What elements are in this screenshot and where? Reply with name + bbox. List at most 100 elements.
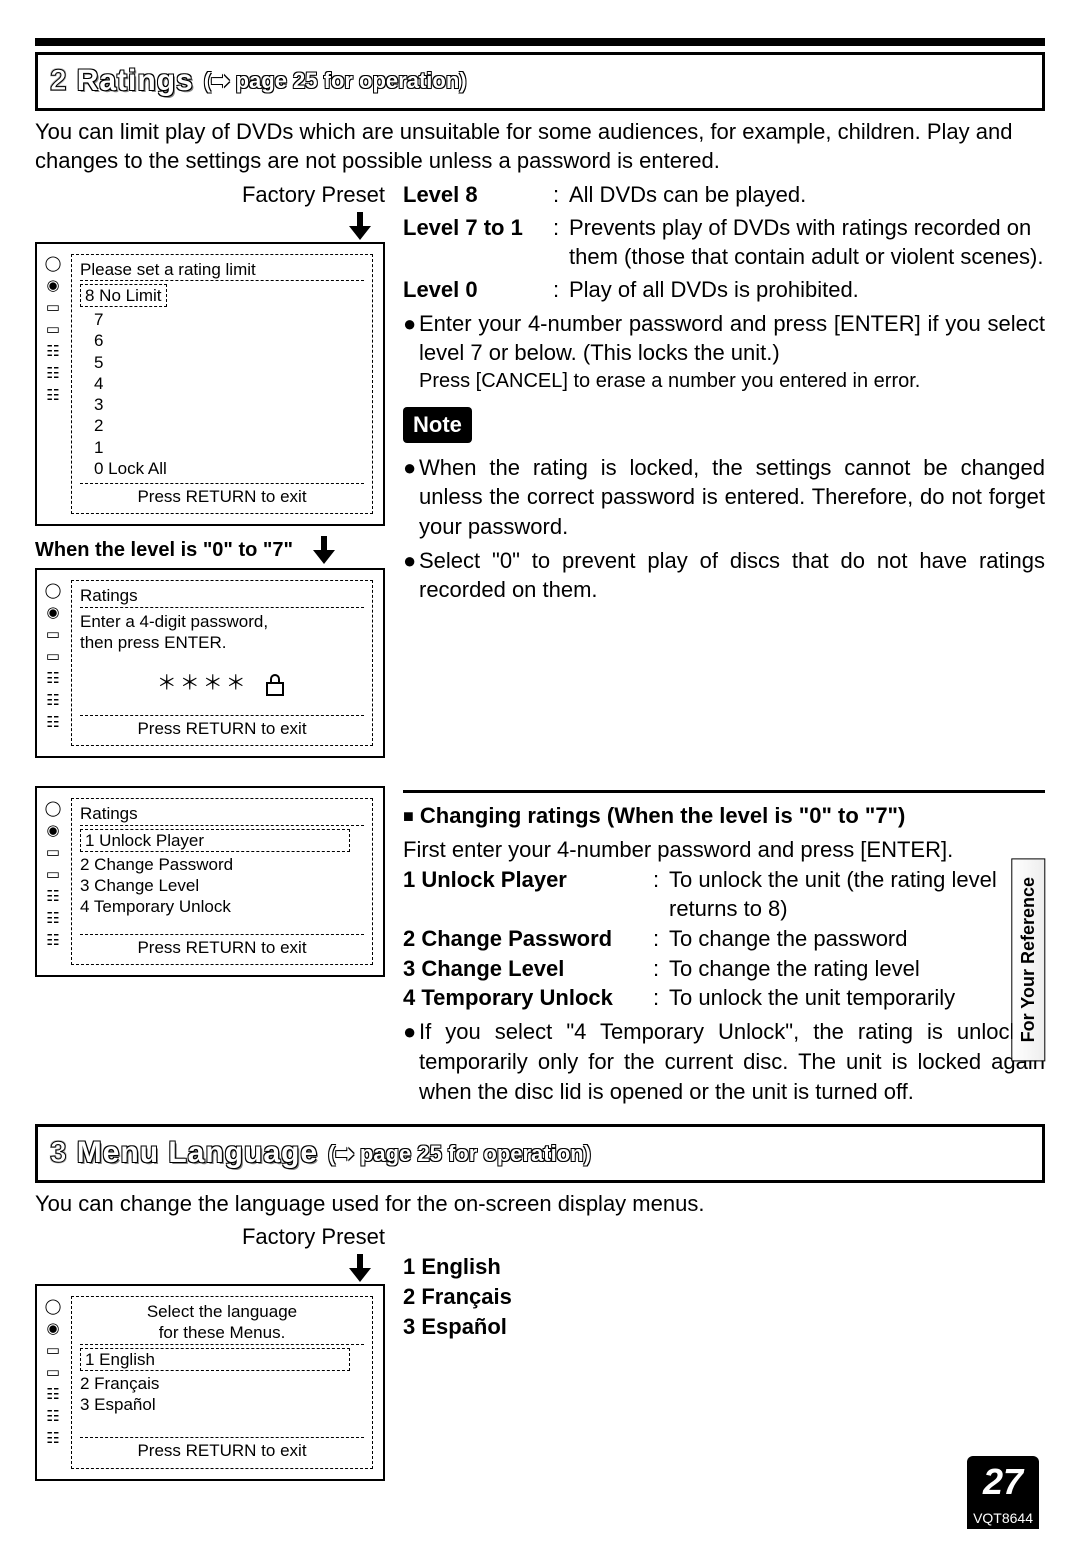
opt3-desc: To change the rating level bbox=[669, 954, 1045, 984]
screen3-selected: 1 Unlock Player bbox=[80, 829, 350, 852]
disc-icon: ◯ bbox=[41, 582, 65, 600]
square-icon: ■ bbox=[403, 806, 414, 826]
section-3-header: 3 Menu Language (➡ page 25 for operation… bbox=[35, 1124, 1045, 1183]
lang-option: 1 English bbox=[403, 1252, 1045, 1282]
lang-screen-title1: Select the language bbox=[80, 1301, 364, 1322]
tv-icon: ▭ bbox=[41, 1364, 65, 1382]
icon-stack-4: ◯ ◉ ▭ ▭ ☷ ☷ ☷ bbox=[41, 1296, 65, 1469]
section-2-header: 2 Ratings (➡ page 25 for operation) bbox=[35, 52, 1045, 111]
display2-icon: ☷ bbox=[41, 1408, 65, 1426]
screen-ratings-menu: ◯ ◉ ▭ ▭ ☷ ☷ ☷ Ratings 1 Unlock Player 2 … bbox=[35, 786, 385, 977]
section-3-intro: You can change the language used for the… bbox=[35, 1189, 1045, 1219]
tv-icon: ▭ bbox=[41, 648, 65, 666]
when-level-label: When the level is "0" to "7" bbox=[35, 536, 385, 564]
screen1-level: 1 bbox=[94, 437, 364, 458]
section-2-number: 2 bbox=[50, 61, 67, 102]
screen1-selected: 8 No Limit bbox=[80, 284, 167, 307]
opt4-desc: To unlock the unit temporarily bbox=[669, 983, 1045, 1013]
display2-icon: ☷ bbox=[41, 910, 65, 928]
screen1-level: 4 bbox=[94, 373, 364, 394]
opt1-desc: To unlock the unit (the rating level ret… bbox=[669, 865, 1045, 924]
lang-item: 3 Español bbox=[80, 1394, 364, 1415]
level0-desc: Play of all DVDs is prohibited. bbox=[569, 275, 1045, 305]
padlock-icon bbox=[263, 671, 287, 697]
opt1-term: 1 Unlock Player bbox=[403, 865, 653, 924]
level0-term: Level 0 bbox=[403, 275, 553, 305]
icon-stack-3: ◯ ◉ ▭ ▭ ☷ ☷ ☷ bbox=[41, 798, 65, 965]
screen3-item: 3 Change Level bbox=[80, 875, 364, 896]
colon: : bbox=[553, 180, 569, 210]
disc-dot-icon: ◉ bbox=[41, 278, 65, 296]
enter-password-text: Enter your 4-number password and press [… bbox=[419, 309, 1045, 368]
page-code: VQT8644 bbox=[967, 1508, 1039, 1529]
bullet-icon: ● bbox=[403, 546, 419, 605]
display2-icon: ☷ bbox=[41, 366, 65, 384]
screen-password: ◯ ◉ ▭ ▭ ☷ ☷ ☷ Ratings Enter a 4-digit pa… bbox=[35, 568, 385, 758]
disc-icon: ◯ bbox=[41, 800, 65, 818]
temp-unlock-text: If you select "4 Temporary Unlock", the … bbox=[419, 1017, 1045, 1106]
speaker-icon: ▭ bbox=[41, 626, 65, 644]
page-badge: 27 VQT8644 bbox=[967, 1456, 1039, 1529]
arrow-down-icon bbox=[349, 212, 371, 240]
screen1-level: 3 bbox=[94, 394, 364, 415]
colon: : bbox=[553, 213, 569, 272]
display2-icon: ☷ bbox=[41, 692, 65, 710]
display-icon: ☷ bbox=[41, 888, 65, 906]
arrow-down-icon-3 bbox=[349, 1254, 371, 1282]
speaker-icon: ▭ bbox=[41, 300, 65, 318]
lock-icon: ☷ bbox=[41, 388, 65, 406]
lang-option: 2 Français bbox=[403, 1282, 1045, 1312]
screen2-footer: Press RETURN to exit bbox=[80, 715, 364, 739]
bullet-icon: ● bbox=[403, 453, 419, 542]
level71-desc: Prevents play of DVDs with ratings recor… bbox=[569, 213, 1045, 272]
display-icon: ☷ bbox=[41, 344, 65, 362]
divider bbox=[403, 790, 1045, 793]
section-3-number: 3 bbox=[50, 1133, 67, 1174]
lock-icon: ☷ bbox=[41, 1430, 65, 1448]
screen1-footer: Press RETURN to exit bbox=[80, 483, 364, 507]
lang-item: 2 Français bbox=[80, 1373, 364, 1394]
lock-icon: ☷ bbox=[41, 932, 65, 950]
section-2-sub: (➡ page 25 for operation) bbox=[204, 66, 467, 96]
section-3-sub: (➡ page 25 for operation) bbox=[328, 1139, 591, 1169]
screen1-level: 0 Lock All bbox=[94, 458, 364, 479]
screen1-level: 5 bbox=[94, 352, 364, 373]
note1-text: When the rating is locked, the settings … bbox=[419, 453, 1045, 542]
note2-text: Select "0" to prevent play of discs that… bbox=[419, 546, 1045, 605]
bullet-icon: ● bbox=[403, 1017, 419, 1106]
screen3-item: 2 Change Password bbox=[80, 854, 364, 875]
change-head-text: Changing ratings (When the level is "0" … bbox=[420, 803, 905, 828]
opt3-term: 3 Change Level bbox=[403, 954, 653, 984]
speaker-icon: ▭ bbox=[41, 1342, 65, 1360]
screen3-title: Ratings bbox=[80, 803, 364, 825]
icon-stack-1: ◯ ◉ ▭ ▭ ☷ ☷ ☷ bbox=[41, 254, 65, 515]
display-icon: ☷ bbox=[41, 670, 65, 688]
tv-icon: ▭ bbox=[41, 322, 65, 340]
level8-desc: All DVDs can be played. bbox=[569, 180, 1045, 210]
section-2-title: Ratings bbox=[77, 61, 194, 102]
screen1-level: 6 bbox=[94, 330, 364, 351]
screen1-level: 2 bbox=[94, 415, 364, 436]
opt2-term: 2 Change Password bbox=[403, 924, 653, 954]
bullet-icon: ● bbox=[403, 309, 419, 368]
arrow-down-icon-2 bbox=[313, 536, 335, 564]
screen2-stars: ＊＊＊＊ bbox=[157, 672, 249, 694]
factory-preset-label-1: Factory Preset bbox=[35, 180, 385, 210]
screen3-item: 4 Temporary Unlock bbox=[80, 896, 364, 917]
top-rule bbox=[35, 38, 1045, 46]
screen2-title: Ratings bbox=[80, 585, 364, 607]
colon: : bbox=[553, 275, 569, 305]
lang-option: 3 Español bbox=[403, 1312, 1045, 1342]
tv-icon: ▭ bbox=[41, 866, 65, 884]
lang-selected: 1 English bbox=[80, 1348, 350, 1371]
change-ratings-head: ■ Changing ratings (When the level is "0"… bbox=[403, 801, 1045, 831]
lang-screen-footer: Press RETURN to exit bbox=[80, 1437, 364, 1461]
screen2-body1: Enter a 4-digit password, bbox=[80, 611, 364, 632]
screen2-body2: then press ENTER. bbox=[80, 632, 364, 653]
display-icon: ☷ bbox=[41, 1386, 65, 1404]
lock-icon: ☷ bbox=[41, 714, 65, 732]
section-2-intro: You can limit play of DVDs which are uns… bbox=[35, 117, 1045, 176]
change-intro: First enter your 4-number password and p… bbox=[403, 835, 1045, 865]
opt2-desc: To change the password bbox=[669, 924, 1045, 954]
page-number: 27 bbox=[967, 1456, 1039, 1509]
